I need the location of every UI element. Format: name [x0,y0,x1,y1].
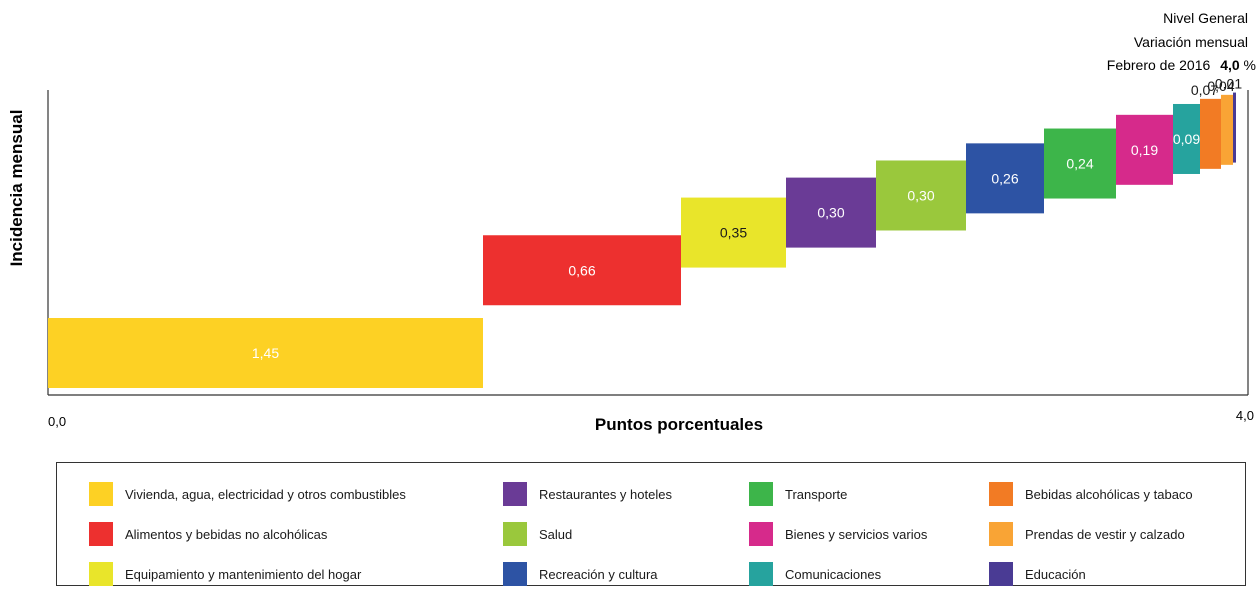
waterfall-chart: 1,45 0,66 0,35 0,30 0,30 0,26 0,24 0,19 0,09 0,07… [7,10,1256,434]
legend-swatch-4 [989,482,1013,506]
bar-value-label-10: 0,07 [1191,82,1218,98]
total-value: 4,0 [1220,57,1240,73]
legend-item-7: Bienes y servicios varios [749,522,927,546]
legend-item-1: Vivienda, agua, electricidad y otros com… [89,482,406,506]
bar-5 [876,160,966,231]
legend-item-8: Prendas de vestir y calzado [989,522,1185,546]
legend-label-2: Restaurantes y hoteles [539,486,672,502]
bar-value-label-5: 0,30 [907,187,934,203]
bar-value-label-12: 0,01 [1215,76,1242,92]
bar-6 [966,143,1044,214]
bars-group [48,92,1236,388]
legend-swatch-6 [503,522,527,546]
x-tick-label-start: 0,0 [48,414,66,429]
legend-item-12: Educación [989,562,1086,586]
bar-9 [1173,103,1200,174]
legend-label-4: Bebidas alcohólicas y tabaco [1025,486,1193,502]
legend-label-10: Recreación y cultura [539,566,658,582]
legend-item-11: Comunicaciones [749,562,881,586]
bar-value-label-4: 0,30 [817,205,844,221]
chart-title-line-2: Variación mensual [1134,34,1248,50]
chart-title-line-3: Febrero de 2016 4,0 % [1107,57,1256,73]
legend-item-5: Alimentos y bebidas no alcohólicas [89,522,327,546]
legend-item-2: Restaurantes y hoteles [503,482,672,506]
bar-value-label-7: 0,24 [1066,156,1093,172]
legend-swatch-8 [989,522,1013,546]
legend-label-6: Salud [539,526,573,542]
legend-label-5: Alimentos y bebidas no alcohólicas [125,526,328,542]
legend-label-1: Vivienda, agua, electricidad y otros com… [125,486,406,502]
bar-11 [1221,94,1233,165]
legend-label-3: Transporte [785,486,848,502]
chart-title-line-1: Nivel General [1163,10,1248,26]
bar-10 [1200,98,1221,169]
legend-item-10: Recreación y cultura [503,562,658,586]
bar-value-label-1: 1,45 [252,345,279,361]
bar-7 [1044,128,1116,199]
legend-item-4: Bebidas alcohólicas y tabaco [989,482,1193,506]
legend-swatch-12 [989,562,1013,586]
bar-value-label-2: 0,66 [568,262,595,278]
total-unit: % [1244,57,1256,73]
legend-swatch-9 [89,562,113,586]
legend-swatch-7 [749,522,773,546]
legend-label-11: Comunicaciones [785,566,882,582]
bar-3 [681,197,786,268]
legend-item-6: Salud [503,522,572,546]
legend: Vivienda, agua, electricidad y otros com… [56,462,1246,586]
bar-4 [786,177,876,248]
y-axis-title: Incidencia mensual [7,110,26,267]
bar-8 [1116,114,1173,185]
legend-swatch-11 [749,562,773,586]
legend-swatch-5 [89,522,113,546]
legend-label-9: Equipamiento y mantenimiento del hogar [125,566,362,582]
chart-title-date: Febrero de 2016 [1107,57,1211,73]
legend-item-3: Transporte [749,482,847,506]
legend-label-7: Bienes y servicios varios [785,526,928,542]
legend-label-12: Educación [1025,566,1086,582]
bar-2 [483,235,681,306]
legend-item-9: Equipamiento y mantenimiento del hogar [89,562,361,586]
legend-swatch-3 [749,482,773,506]
bar-value-label-3: 0,35 [720,225,747,241]
legend-label-8: Prendas de vestir y calzado [1025,526,1185,542]
bar-value-label-8: 0,19 [1131,142,1158,158]
x-tick-label-end: 4,0 [1236,408,1254,423]
value-labels-group: 1,45 0,66 0,35 0,30 0,30 0,26 0,24 0,19 0,09 0,07… [252,76,1242,361]
bar-value-label-6: 0,26 [991,170,1018,186]
x-axis-title: Puntos porcentuales [595,415,763,434]
legend-swatch-10 [503,562,527,586]
bar-1 [48,318,483,388]
legend-swatch-1 [89,482,113,506]
bar-12 [1233,92,1236,163]
bar-value-label-11: 0,04 [1207,78,1234,94]
bar-value-label-9: 0,09 [1173,131,1200,147]
legend-swatch-2 [503,482,527,506]
